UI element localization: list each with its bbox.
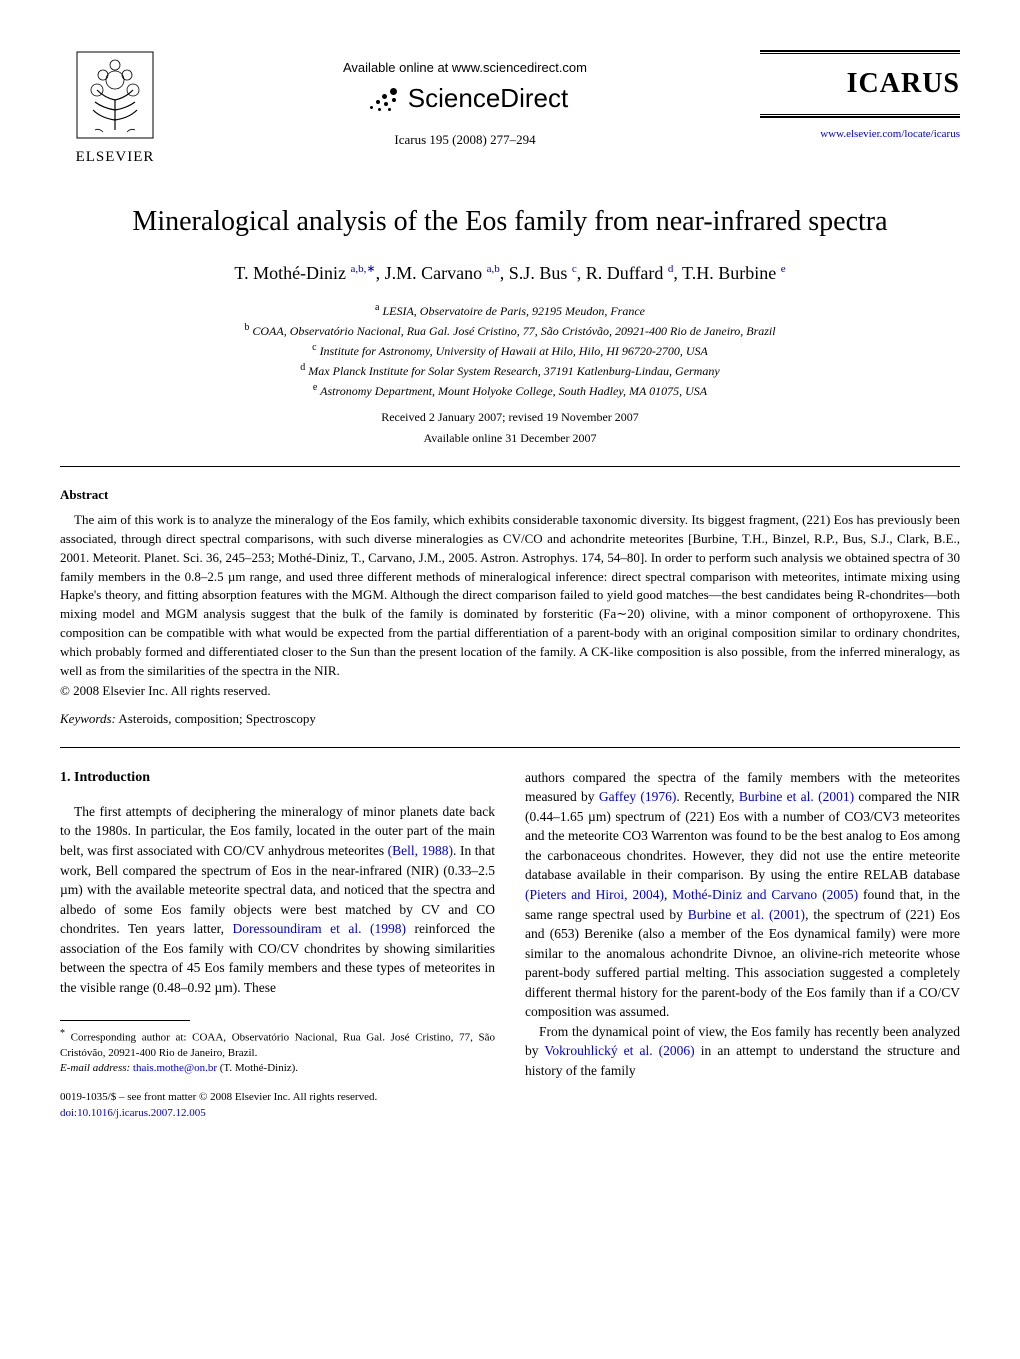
divider-bottom: [60, 747, 960, 748]
received-revised-date: Received 2 January 2007; revised 19 Nove…: [60, 410, 960, 425]
available-online-date: Available online 31 December 2007: [60, 431, 960, 446]
paper-title: Mineralogical analysis of the Eos family…: [60, 206, 960, 238]
abstract-heading: Abstract: [60, 487, 960, 503]
keywords-label: Keywords:: [60, 711, 116, 726]
intro-para-3: From the dynamical point of view, the Eo…: [525, 1022, 960, 1081]
sciencedirect-dots-icon: [362, 84, 402, 114]
affiliation-d: d Max Planck Institute for Solar System …: [60, 360, 960, 380]
affiliation-b: b COAA, Observatório Nacional, Rua Gal. …: [60, 320, 960, 340]
publisher-label: ELSEVIER: [60, 149, 170, 166]
affiliation-a: a LESIA, Observatoire de Paris, 92195 Me…: [60, 300, 960, 320]
authors-line: T. Mothé-Diniz a,b,∗, J.M. Carvano a,b, …: [60, 262, 960, 284]
keywords-text: Asteroids, composition; Spectroscopy: [118, 711, 316, 726]
email-footnote: E-mail address: thais.mothe@on.br (T. Mo…: [60, 1061, 495, 1076]
available-online-text: Available online at www.sciencedirect.co…: [190, 60, 740, 75]
journal-block: ICARUS www.elsevier.com/locate/icarus: [760, 50, 960, 140]
intro-para-2: authors compared the spectra of the fami…: [525, 768, 960, 1022]
keywords-line: Keywords: Asteroids, composition; Spectr…: [60, 711, 960, 727]
email-label: E-mail address:: [60, 1062, 130, 1074]
center-header: Available online at www.sciencedirect.co…: [170, 50, 760, 148]
footnote-rule: [60, 1020, 190, 1021]
elsevier-tree-icon: [75, 50, 155, 140]
affiliation-c: c Institute for Astronomy, University of…: [60, 340, 960, 360]
copyright-line: © 2008 Elsevier Inc. All rights reserved…: [60, 683, 960, 699]
sciencedirect-logo: ScienceDirect: [362, 83, 568, 114]
journal-rule-bottom: [760, 114, 960, 118]
journal-url[interactable]: www.elsevier.com/locate/icarus: [760, 128, 960, 140]
intro-heading: 1. Introduction: [60, 768, 495, 788]
divider-top: [60, 466, 960, 467]
affiliation-e: e Astronomy Department, Mount Holyoke Co…: [60, 380, 960, 400]
journal-rule-top: [760, 50, 960, 54]
sciencedirect-text: ScienceDirect: [408, 83, 568, 114]
affiliations: a LESIA, Observatoire de Paris, 92195 Me…: [60, 300, 960, 400]
corresponding-footnote: * Corresponding author at: COAA, Observa…: [60, 1027, 495, 1061]
intro-para-1: The first attempts of deciphering the mi…: [60, 802, 495, 998]
front-matter-line: 0019-1035/$ – see front matter © 2008 El…: [60, 1090, 495, 1106]
right-column: authors compared the spectra of the fami…: [525, 768, 960, 1123]
left-column: 1. Introduction The first attempts of de…: [60, 768, 495, 1123]
citation-line: Icarus 195 (2008) 277–294: [190, 132, 740, 148]
page-header: ELSEVIER Available online at www.science…: [60, 50, 960, 166]
publisher-logo-block: ELSEVIER: [60, 50, 170, 166]
body-columns: 1. Introduction The first attempts of de…: [60, 768, 960, 1123]
journal-title: ICARUS: [760, 68, 960, 100]
doi-link[interactable]: doi:10.1016/j.icarus.2007.12.005: [60, 1106, 495, 1122]
email-person: (T. Mothé-Diniz).: [220, 1062, 298, 1074]
email-address[interactable]: thais.mothe@on.br: [133, 1062, 217, 1074]
abstract-text: The aim of this work is to analyze the m…: [60, 511, 960, 681]
